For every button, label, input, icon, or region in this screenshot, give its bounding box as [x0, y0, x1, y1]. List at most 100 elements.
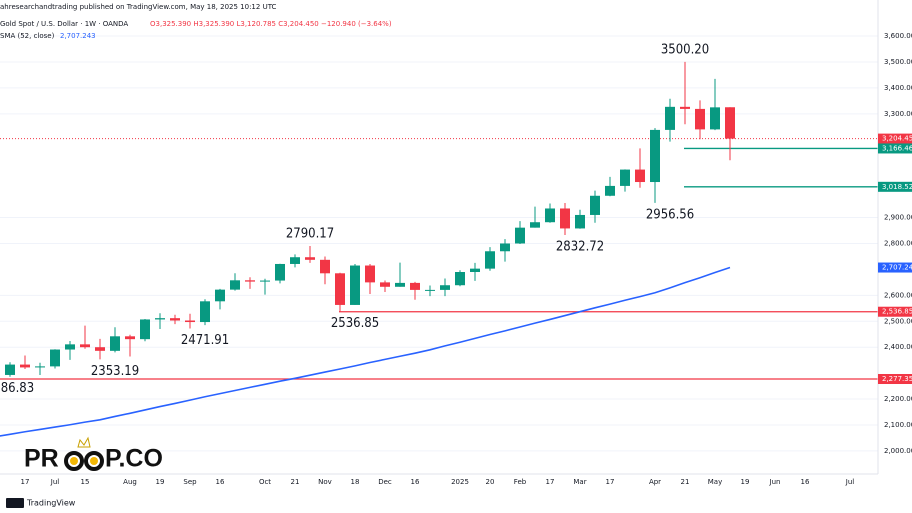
candle-body — [635, 169, 645, 183]
candle-body — [620, 169, 630, 186]
candle-body — [110, 336, 120, 351]
price-badge — [878, 133, 912, 144]
candle-body — [20, 364, 30, 368]
price-badge — [878, 306, 912, 317]
x-tick-label: Jul — [50, 478, 60, 486]
x-tick-label: 18 — [351, 478, 360, 486]
candle-body — [500, 243, 510, 252]
candle-body — [260, 280, 270, 282]
low-label: 2536.85 — [331, 316, 379, 331]
x-tick-label: 17 — [546, 478, 555, 486]
low-label: 2286.83 — [0, 381, 34, 396]
low-label: 2471.91 — [181, 333, 229, 348]
candle-body — [95, 347, 105, 351]
sma-legend-value: 2,707.243 — [60, 32, 96, 40]
x-tick-label: 17 — [21, 478, 30, 486]
plot-area: 2286.83 2353.19 2471.91 2790.17 2536.85 2832.… — [0, 42, 878, 437]
logo: PR P.CO — [23, 436, 164, 473]
price-badge — [878, 181, 912, 192]
candle-body — [170, 318, 180, 321]
y-tick-label: 2,900.000 — [884, 214, 912, 222]
x-tick-label: 20 — [486, 478, 495, 486]
sma-legend: SMA (52, close) — [0, 32, 55, 40]
price-badge — [878, 143, 912, 154]
x-tick-label: 19 — [156, 478, 165, 486]
y-tick-label: 2,500.000 — [884, 317, 912, 325]
candle-body — [290, 257, 300, 264]
candle-body — [5, 364, 15, 375]
x-tick-label: Jul — [845, 478, 855, 486]
candle-body — [530, 222, 540, 228]
x-tick-label: 16 — [216, 478, 225, 486]
axes: 2,000.000 2,100.000 2,200.000 2,400.000 2,50… — [0, 32, 912, 486]
candle-body — [140, 319, 150, 340]
candle-body — [395, 282, 405, 287]
candle-body — [560, 208, 570, 229]
publisher: ahresearchandtrading published on Tradin… — [0, 3, 277, 11]
y-tick-label: 2,800.000 — [884, 239, 912, 247]
candle-body — [710, 107, 720, 130]
grid — [0, 35, 878, 452]
price-badge — [878, 374, 912, 385]
candle-body — [650, 129, 660, 183]
candle-body — [245, 280, 255, 282]
low-label: 2832.72 — [556, 239, 604, 254]
candle-body — [125, 336, 135, 340]
logo-eye — [64, 451, 84, 471]
y-tick-label: 3,300.000 — [884, 110, 912, 118]
candle-body — [545, 208, 555, 223]
x-tick-label: Aug — [123, 478, 137, 486]
x-tick-label: May — [708, 478, 722, 486]
y-tick-label: 2,400.000 — [884, 343, 912, 351]
logo-crown — [77, 436, 91, 448]
x-tick-label: Feb — [514, 478, 527, 486]
y-tick-label: 2,000.000 — [884, 447, 912, 455]
candle-body — [470, 268, 480, 273]
candle-body — [410, 282, 420, 290]
high-label: 3500.20 — [661, 42, 709, 57]
candle-body — [575, 214, 585, 229]
candle-body — [665, 106, 675, 130]
y-tick-label: 3,600.000 — [884, 32, 912, 40]
price-badge-label: 2,707.243 — [882, 264, 912, 272]
price-badge-label: 2,277.350 — [882, 375, 912, 383]
ohlc: O3,325.390 H3,325.390 L3,120.785 C3,204.… — [150, 20, 392, 28]
price-badge-label: 3,166.460 — [882, 144, 912, 152]
x-tick-label: 2025 — [451, 478, 469, 486]
candle-body — [65, 344, 75, 350]
candle-body — [455, 272, 465, 286]
x-tick-label: 17 — [606, 478, 615, 486]
candle-body — [725, 107, 735, 139]
candle-body — [35, 366, 45, 368]
tv-icon — [6, 498, 24, 508]
logo-eye-dot — [90, 457, 98, 465]
candle-body — [155, 318, 165, 320]
y-tick-label: 3,400.000 — [884, 84, 912, 92]
high-label: 2790.17 — [286, 227, 334, 242]
y-tick-label: 2,100.000 — [884, 421, 912, 429]
x-tick-label: Dec — [378, 478, 392, 486]
y-tick-label: 2,200.000 — [884, 395, 912, 403]
sma-line — [0, 266, 731, 437]
symbol: Gold Spot / U.S. Dollar · 1W · OANDA — [0, 20, 128, 28]
x-tick-label: 16 — [411, 478, 420, 486]
x-tick-label: 19 — [741, 478, 750, 486]
candle-body — [320, 259, 330, 274]
candle-body — [200, 301, 210, 323]
candle-body — [680, 106, 690, 109]
logo-right: P.CO — [105, 445, 163, 473]
candle-body — [230, 280, 240, 290]
x-tick-label: Sep — [183, 478, 197, 486]
x-tick-label: 21 — [291, 478, 300, 486]
logo-eye — [84, 451, 104, 471]
low-label: 2956.56 — [646, 207, 694, 222]
price-badge-label: 3,204.450 — [882, 135, 912, 143]
candle-body — [590, 195, 600, 215]
y-tick-label: 2,600.000 — [884, 291, 912, 299]
candle-body — [185, 320, 195, 323]
x-tick-label: 16 — [801, 478, 810, 486]
logo-left: PR — [24, 445, 59, 473]
candle-body — [215, 289, 225, 302]
